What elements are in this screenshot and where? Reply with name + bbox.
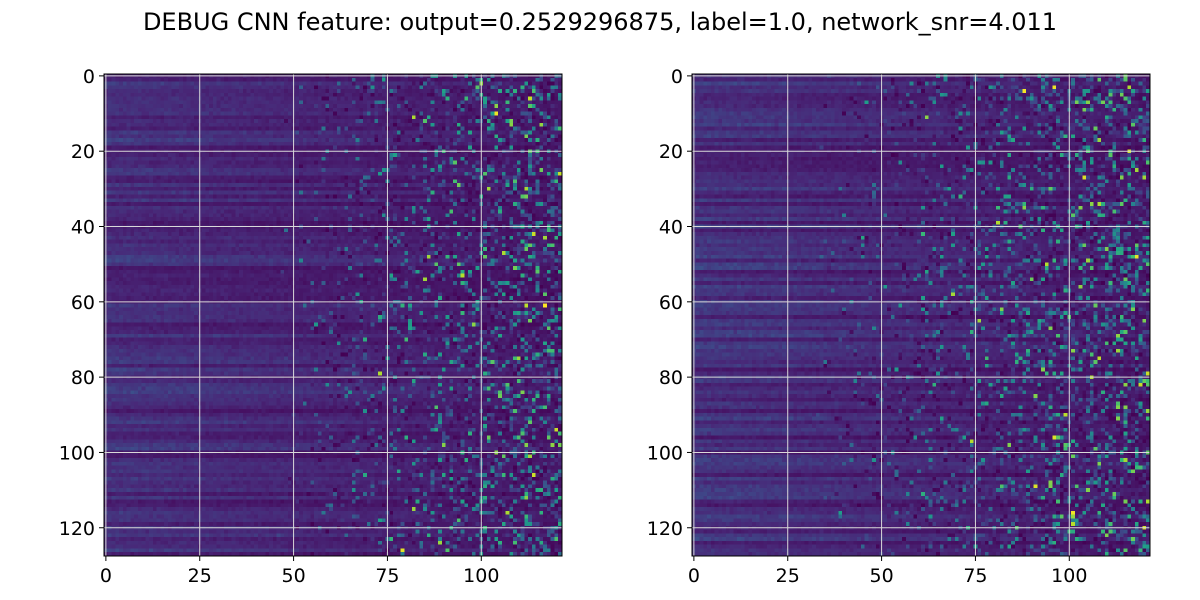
y-tick-label: 120 (647, 518, 683, 540)
x-tick-label: 0 (688, 565, 700, 587)
heatmap-image (692, 74, 1150, 556)
x-tick-label: 50 (281, 565, 305, 587)
y-tick-label: 100 (647, 442, 683, 464)
y-tick-label: 120 (59, 518, 95, 540)
y-tick-label: 20 (71, 141, 95, 163)
x-tick-label: 100 (1051, 565, 1087, 587)
x-tick-label: 100 (463, 565, 499, 587)
x-tick-label: 25 (188, 565, 212, 587)
x-tick-label: 75 (963, 565, 987, 587)
axes-frame (103, 73, 563, 557)
x-tick-label: 75 (375, 565, 399, 587)
axes-frame (691, 73, 1151, 557)
y-tick-label: 40 (71, 217, 95, 239)
x-tick-label: 0 (100, 565, 112, 587)
y-tick-label: 80 (71, 367, 95, 389)
y-tick-label: 100 (59, 442, 95, 464)
x-tick-label: 25 (776, 565, 800, 587)
y-tick-label: 0 (671, 66, 683, 88)
y-tick-label: 0 (83, 66, 95, 88)
y-tick-label: 80 (659, 367, 683, 389)
y-tick-label: 60 (659, 292, 683, 314)
figure-title: DEBUG CNN feature: output=0.2529296875, … (142, 8, 1058, 36)
y-tick-label: 40 (659, 217, 683, 239)
y-tick-label: 20 (659, 141, 683, 163)
y-tick-label: 60 (71, 292, 95, 314)
heatmap-image (104, 74, 562, 556)
x-tick-label: 50 (869, 565, 893, 587)
